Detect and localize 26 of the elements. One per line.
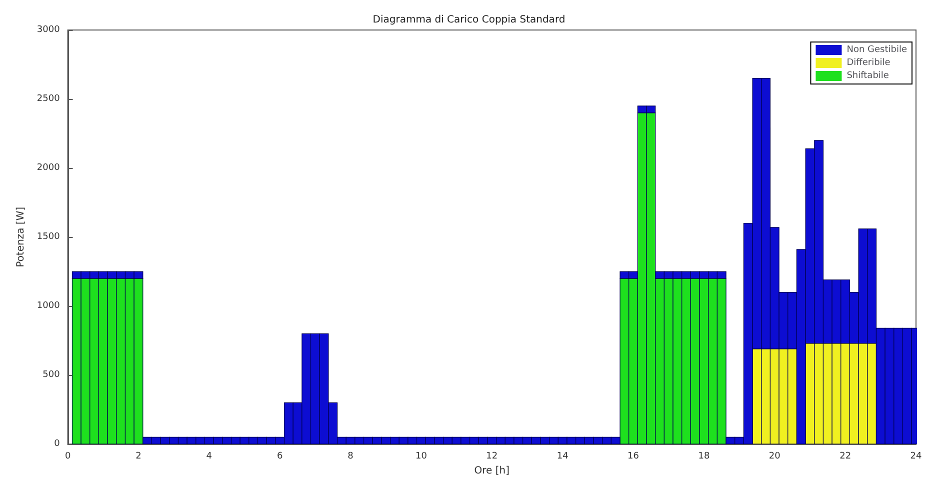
x-tick-label: 6 bbox=[276, 452, 283, 462]
x-tick-label: 4 bbox=[206, 452, 212, 462]
x-tick-label: 0 bbox=[64, 452, 71, 462]
x-axis-title: Ore [h] bbox=[474, 466, 510, 476]
y-tick-label: 1000 bbox=[36, 301, 60, 312]
x-tick-label: 2 bbox=[136, 452, 142, 462]
x-tick-label: 24 bbox=[910, 452, 922, 462]
chart-title: Diagramma di Carico Coppia Standard bbox=[372, 14, 566, 26]
legend-label: Non Gestibile bbox=[846, 45, 908, 55]
y-tick-label: 3000 bbox=[36, 25, 60, 35]
x-tick-label: 18 bbox=[698, 452, 710, 462]
x-tick-label: 10 bbox=[415, 452, 428, 462]
legend-label: Differibile bbox=[846, 58, 891, 68]
x-tick-label: 22 bbox=[840, 452, 852, 462]
x-tick-label: 12 bbox=[486, 452, 498, 462]
x-tick-label: 20 bbox=[768, 452, 781, 462]
x-tick-label: 8 bbox=[348, 452, 354, 462]
x-tick-label: 16 bbox=[628, 452, 640, 462]
legend-label: Shiftabile bbox=[846, 71, 890, 81]
y-tick-label: 2500 bbox=[36, 94, 60, 104]
y-tick-label: 2000 bbox=[36, 163, 60, 174]
y-axis-title: Potenza [W] bbox=[16, 206, 26, 268]
y-tick-label: 500 bbox=[42, 370, 60, 380]
y-tick-label: 0 bbox=[54, 439, 60, 450]
x-tick-label: 14 bbox=[556, 452, 569, 462]
y-tick-label: 1500 bbox=[36, 232, 60, 242]
